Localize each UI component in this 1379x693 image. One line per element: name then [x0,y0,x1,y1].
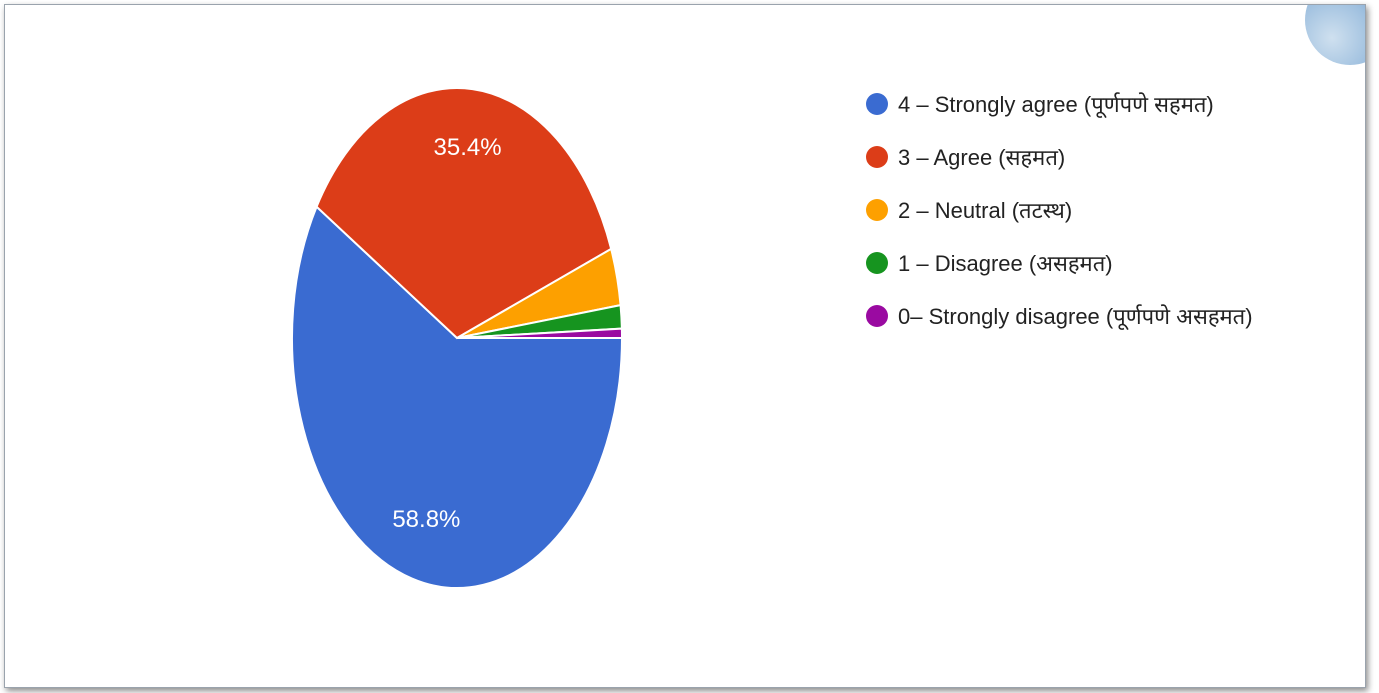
slice-value-label: 58.8% [392,506,460,533]
legend-item[interactable]: 2 – Neutral (तटस्थ) [866,190,1253,230]
pie-slice[interactable] [456,327,624,339]
legend-swatch [866,199,888,221]
legend-item[interactable]: 1 – Disagree (असहमत) [866,243,1253,283]
legend-swatch [866,252,888,274]
legend: 4 – Strongly agree (पूर्णपणे सहमत) 3 – A… [866,84,1253,349]
chart-frame [4,4,1366,688]
pie-slice[interactable] [315,87,613,340]
legend-label: 2 – Neutral (तटस्थ) [898,198,1073,223]
legend-swatch [866,305,888,327]
slice-value-label: 35.4% [434,134,502,161]
legend-swatch [866,93,888,115]
pie-slice[interactable] [291,204,624,589]
corner-decoration [1295,5,1365,75]
legend-item[interactable]: 3 – Agree (सहमत) [866,137,1253,177]
legend-item[interactable]: 0– Strongly disagree (पूर्णपणे असहमत) [866,296,1253,336]
legend-item[interactable]: 4 – Strongly agree (पूर्णपणे सहमत) [866,84,1253,124]
legend-label: 0– Strongly disagree (पूर्णपणे असहमत) [898,304,1253,329]
legend-swatch [866,146,888,168]
legend-label: 4 – Strongly agree (पूर्णपणे सहमत) [898,92,1214,117]
legend-label: 1 – Disagree (असहमत) [898,251,1113,276]
legend-label: 3 – Agree (सहमत) [898,145,1066,170]
